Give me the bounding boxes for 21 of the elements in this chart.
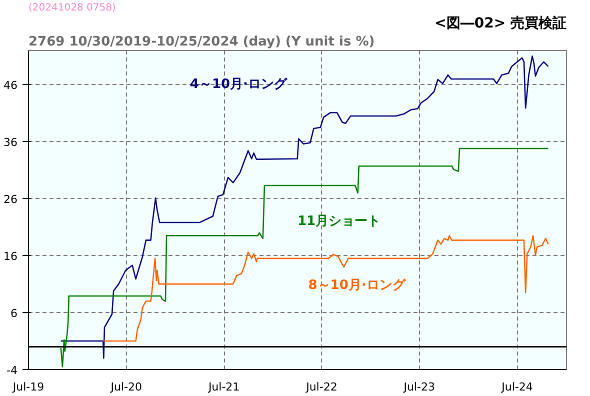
chart-subtitle: 2769 10/30/2019-10/25/2024 (day) (Y unit is %) — [28, 34, 375, 50]
y-tick-label: 46 — [4, 79, 18, 92]
x-tick-label: Jul-24 — [500, 380, 533, 394]
y-tick-label: 6 — [10, 307, 18, 320]
x-tick-label: Jul-20 — [110, 380, 142, 394]
x-tick-label: Jul-22 — [305, 380, 338, 394]
y-tick-label: 16 — [4, 250, 18, 264]
y-tick-label: 36 — [4, 136, 18, 150]
x-tick-label: Jul-21 — [207, 380, 240, 394]
text: 4～10月·ロング — [190, 76, 288, 92]
line-series — [102, 234, 549, 342]
y-tick-label: -4 — [6, 364, 18, 377]
series-label: 8～10月·ロング — [308, 278, 406, 293]
x-tick-label: Jul-23 — [402, 380, 435, 394]
y-tick-label: 26 — [4, 193, 18, 206]
line-series — [60, 56, 549, 359]
text: (20241028 0758) — [28, 2, 116, 14]
x-tick-label: Jul-19 — [12, 380, 44, 394]
chart-title: <図―02> 売買検証 — [434, 14, 567, 32]
line-series — [60, 148, 549, 368]
text: 11月ショート — [298, 214, 381, 230]
